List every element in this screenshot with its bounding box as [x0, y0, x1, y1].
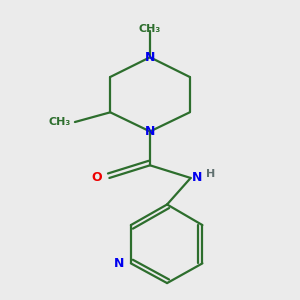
- Text: N: N: [192, 172, 202, 184]
- Text: O: O: [92, 172, 102, 184]
- Text: CH₃: CH₃: [139, 24, 161, 34]
- Text: N: N: [145, 125, 155, 138]
- Text: H: H: [206, 169, 215, 178]
- Text: CH₃: CH₃: [48, 117, 70, 127]
- Text: N: N: [114, 257, 124, 270]
- Text: N: N: [145, 51, 155, 64]
